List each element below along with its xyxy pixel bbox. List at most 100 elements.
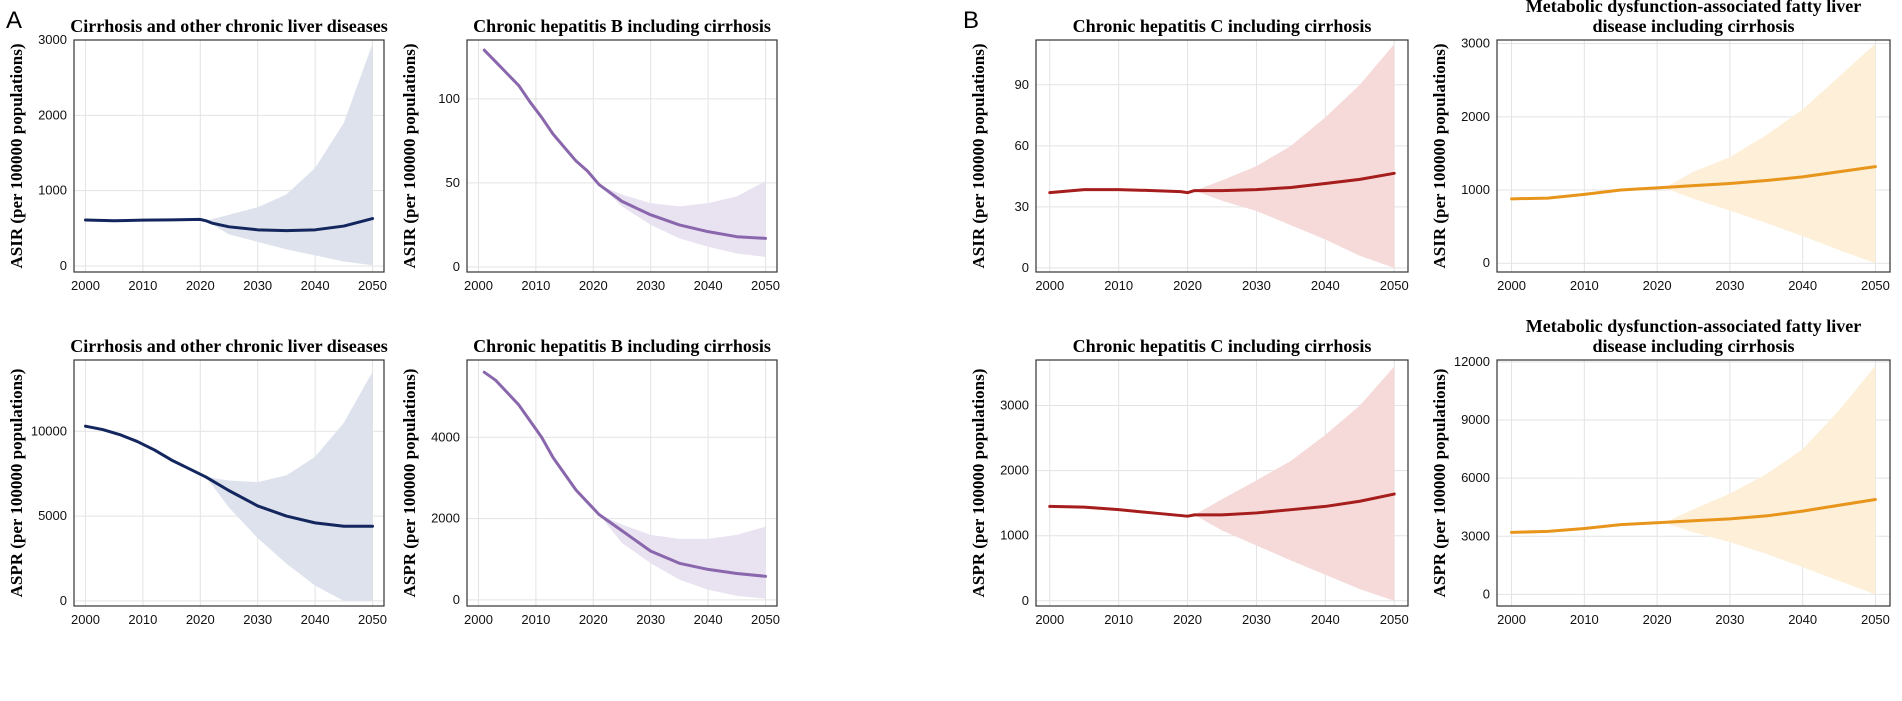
x-tick-label: 2030 [1715,612,1744,627]
y-tick-label: 1000 [38,183,67,198]
x-tick-label: 2030 [1715,278,1744,293]
x-tick-label: 2050 [358,612,387,627]
chart-title: Chronic hepatitis B including cirrhosis [473,336,771,356]
x-tick-label: 2050 [358,278,387,293]
chart-8: 2000 2010 2020 2030 2040 2050 0 3000 6000 9000 120… [1430,316,1891,627]
y-tick-label: 2000 [1000,463,1029,478]
y-tick-label: 0 [453,592,460,607]
chart-title: Cirrhosis and other chronic liver diseas… [70,336,388,356]
x-tick-label: 2040 [301,612,330,627]
y-axis-label: ASIR (per 100000 populations) [1430,44,1449,269]
x-tick-label: 2050 [1380,278,1409,293]
x-tick-label: 2030 [636,278,665,293]
plot-frame [73,359,385,607]
x-tick-label: 2030 [243,612,272,627]
y-tick-label: 0 [1483,586,1490,601]
x-tick-label: 2010 [1104,278,1133,293]
x-tick-label: 2040 [694,612,723,627]
x-tick-label: 2010 [128,612,157,627]
plot-frame [1496,359,1891,607]
x-tick-label: 2000 [1035,278,1064,293]
x-tick-label: 2050 [751,278,780,293]
y-tick-label: 2000 [38,107,67,122]
series-line [482,370,768,578]
y-tick-label: 1000 [1000,528,1029,543]
y-tick-label: 2000 [431,511,460,526]
y-tick-label: 3000 [38,32,67,47]
panel-label-a: A [6,7,22,34]
y-tick-label: 50 [446,175,460,190]
uncertainty-band [599,514,766,599]
y-tick-label: 3000 [1461,36,1490,51]
series-line [83,424,375,528]
y-tick-label: 10000 [31,423,67,438]
x-tick-label: 2000 [71,612,100,627]
y-tick-label: 1000 [1461,182,1490,197]
plot-frame [1035,39,1409,273]
x-tick-label: 2020 [579,278,608,293]
y-tick-label: 0 [60,258,67,273]
y-axis-label: ASPR (per 100000 populations) [969,369,988,598]
y-axis-label: ASIR (per 100000 populations) [969,44,988,269]
uncertainty-band [1194,366,1395,601]
series-line [1048,171,1396,195]
x-tick-label: 2030 [636,612,665,627]
plot-frame [466,359,778,607]
charts-container: 2000 2010 2020 2030 2040 20500100020003000Cir… [7,0,1891,627]
uncertainty-band [206,43,373,266]
x-tick-label: 2010 [521,278,550,293]
x-tick-label: 2040 [1788,278,1817,293]
x-tick-label: 2010 [1570,278,1599,293]
y-tick-label: 4000 [431,429,460,444]
series-line [83,217,375,233]
chart-title: Chronic hepatitis C including cirrhosis [1073,336,1372,356]
uncertainty-band [1664,43,1876,264]
y-tick-label: 0 [1022,260,1029,275]
x-tick-label: 2040 [694,278,723,293]
x-tick-label: 2040 [301,278,330,293]
x-tick-label: 2020 [579,612,608,627]
uncertainty-band [206,371,373,601]
x-tick-label: 2050 [1861,612,1890,627]
x-tick-label: 2040 [1788,612,1817,627]
x-tick-label: 2040 [1311,612,1340,627]
y-tick-label: 0 [60,593,67,608]
y-tick-label: 0 [453,259,460,274]
y-tick-label: 0 [1022,593,1029,608]
x-tick-label: 2010 [1104,612,1133,627]
plot-frame [1496,39,1891,273]
chart-6: 2000 2010 2020 2030 2040 2050 0 2000 4000 Chronic… [400,336,780,627]
y-tick-label: 5000 [38,508,67,523]
y-tick-label: 60 [1015,138,1029,153]
x-tick-label: 2030 [1242,278,1271,293]
x-tick-label: 2040 [1311,278,1340,293]
x-tick-label: 2020 [1173,278,1202,293]
plot-frame [466,39,778,273]
chart-5: 2000 2010 2020 2030 2040 2050 0 5000 10000 Cirrho… [7,336,388,627]
x-tick-label: 2030 [243,278,272,293]
y-axis-label: ASIR (per 100000 populations) [400,44,419,269]
x-tick-label: 2020 [1643,278,1672,293]
y-tick-label: 0 [1483,255,1490,270]
chart-title: Cirrhosis and other chronic liver diseas… [70,16,388,36]
x-tick-label: 2010 [1570,612,1599,627]
x-tick-label: 2020 [1173,612,1202,627]
y-axis-label: ASIR (per 100000 populations) [7,44,26,269]
plot-frame [1035,359,1409,607]
chart-7: 2000 2010 2020 2030 2040 2050 0 1000 2000 3000 Chr… [969,336,1409,627]
x-tick-label: 2000 [1497,278,1526,293]
y-tick-label: 90 [1015,77,1029,92]
x-tick-label: 2000 [464,612,493,627]
y-tick-label: 2000 [1461,109,1490,124]
x-tick-label: 2030 [1242,612,1271,627]
series-line [1048,492,1396,518]
x-tick-label: 2000 [464,278,493,293]
y-tick-label: 100 [438,91,460,106]
x-tick-label: 2010 [128,278,157,293]
chart-4: 2000 2010 2020 2030 2040 2050 0 1000 2000 3000 Met… [1430,0,1891,293]
chart-title: Metabolic dysfunction-associated fatty l… [1526,0,1861,16]
chart-2: 2000 2010 2020 2030 2040 2050 0 50 100 Chronic he… [400,16,780,293]
series-line [1510,497,1877,534]
x-tick-label: 2020 [186,612,215,627]
